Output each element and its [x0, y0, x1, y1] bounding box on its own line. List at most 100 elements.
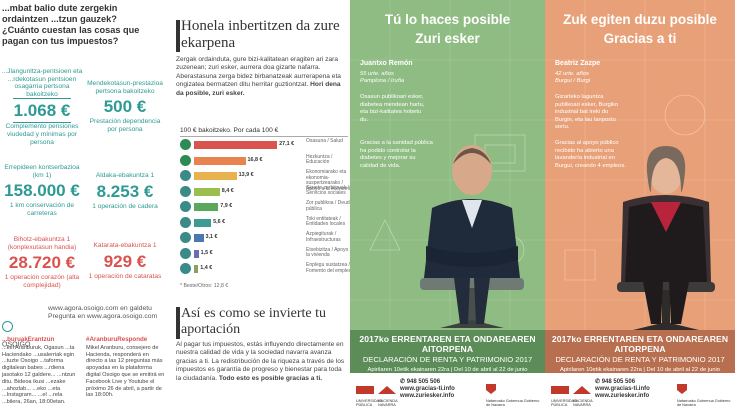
heading-accent: [176, 20, 180, 52]
budget-chart: 27,1 € Osasuna / Salud 16,8 € Hezkuntza / E…: [170, 138, 353, 280]
hacienda-logo-icon: [378, 386, 396, 394]
category-icon: [180, 232, 191, 243]
hacienda-logo: HACIENDA NAVARRA: [378, 381, 398, 407]
category-label: Osasuna / Salud: [306, 138, 343, 144]
campaign-es: DECLARACIÓN DE RENTA Y PATRIMONIO 2017: [362, 355, 533, 364]
osoigo-link-es[interactable]: Pregunta en www.agora.osoigo.com: [48, 313, 158, 320]
person-town: Burgui / Burgi: [555, 78, 591, 84]
logo-text: UNIVERSIDAD PÚBLICA: [356, 399, 382, 408]
chart-row: 8,4 € Gizarte zerbitzuak / Servicios soci…: [180, 185, 349, 197]
category-icon: [180, 216, 191, 228]
stat-label: Aldaka-ebakuntza 1: [95, 172, 155, 179]
category-icon: [180, 263, 191, 274]
person-meta: 42 urte. años Burgui / Burgi: [555, 71, 590, 85]
chart-row: 1,5 € Etxebizitza / Apoyo a la vivienda: [180, 247, 352, 259]
phone-number[interactable]: ✆ 948 505 506: [400, 379, 455, 386]
logo-text: Nafarroako Gobernua Gobierno de Navarra: [486, 399, 540, 408]
hacienda-logo: HACIENDA NAVARRA: [573, 381, 593, 407]
category-label: Etxebizitza / Apoyo a la vivienda: [306, 246, 353, 259]
chart-bar: [194, 203, 219, 211]
phone-icon: ✆: [400, 379, 407, 385]
website-link[interactable]: www.zuriesker.info: [595, 393, 650, 399]
category-label: Toki entitateak / Entidades locales: [306, 215, 346, 228]
hacienda-logo-icon: [573, 386, 591, 394]
tag-column-es: #AranburuResponde Mikel Aranburu, consej…: [86, 336, 166, 399]
chart-bar: [194, 265, 199, 273]
category-label: Ekonomiarako eta ekonomia-suspertzearako…: [306, 169, 353, 192]
chart-bar: [194, 187, 220, 196]
chart-rule: [180, 136, 348, 137]
osoigo-logo: OSOIGO: [2, 318, 42, 348]
stat-heart: Bihotz-ebakuntza 1 (konplexutasun handia…: [0, 236, 84, 289]
chart-row: 5,6 € Toki entitateak / Entidades locales: [180, 216, 348, 228]
bar-value-label: 13,9 €: [238, 172, 254, 178]
poster-beatriz: Zuk egiten duzu posible Gracias a ti Bea…: [545, 0, 735, 413]
intro-eu: Zergak ordainduta, gure bizi-kalitatean …: [176, 56, 346, 98]
stat-cataract: Katarata-ebakuntza 1 929 € 1 operación d…: [84, 242, 166, 280]
upna-logo: UNIVERSIDAD PÚBLICA: [356, 381, 382, 407]
logo-text: HACIENDA NAVARRA: [573, 399, 593, 408]
stat-sub: 1 operación de cadera: [92, 202, 158, 210]
stat-sub: Complemento pensiones viudedad y mínimas…: [5, 123, 79, 146]
navarra-shield-icon: [677, 384, 687, 394]
chart-note: * Beste/Otros: 12,8 €: [180, 283, 229, 289]
heading-es: Así es como se invierte tu aportación: [181, 306, 327, 337]
intro-eu-bold: Hori dena da posible, zuri esker.: [176, 81, 341, 97]
person-meta: 55 urte. años Pamplona / Iruña: [360, 71, 404, 85]
poster-title-es: Gracias a ti: [603, 31, 677, 46]
cost-panel: ...mbat balio dute zergekin ordaintzen .…: [0, 0, 168, 413]
upna-logo: UNIVERSIDAD PÚBLICA: [551, 381, 577, 407]
website-link[interactable]: www.zuriesker.info: [400, 393, 455, 399]
campaign-eu: 2017ko ERRENTAREN ETA ONDAREAREN AITORPE…: [551, 334, 729, 354]
logo-text: Nafarroako Gobernua Gobierno de Navarra: [677, 399, 731, 408]
question-eu: ...mbat balio dute zergekin ordaintzen .…: [2, 3, 118, 24]
chart-row: 13,9 € Ekonomiarako eta ekonomia-suspertz…: [180, 169, 353, 192]
body-es: Al pagar tus impuestos, estás influyendo…: [176, 341, 348, 383]
chart-row: 27,1 € Osasuna / Salud: [180, 138, 348, 150]
logo-text: UNIVERSIDAD PÚBLICA: [551, 399, 577, 408]
bar-value-label: 1,4 €: [200, 265, 213, 271]
heading-accent: [176, 307, 180, 339]
category-icon: [180, 170, 191, 181]
chart-row: 7,9 € Zor publikoa / Deuda pública: [180, 200, 352, 212]
stat-label: Katarata-ebakuntza 1: [93, 242, 157, 249]
category-icon: [180, 247, 191, 259]
chart-row: 1,4 € Enplegu sustatzea / Fomento del emp…: [180, 262, 352, 274]
category-icon: [180, 185, 191, 197]
story-es: Gracias al apoyo público recibido ha abi…: [555, 140, 626, 169]
intro-eu-text: Zergak ordainduta, gure bizi-kalitatean …: [176, 56, 341, 89]
bar-value-label: 5,6 €: [213, 218, 226, 225]
person-town: Pamplona / Iruña: [360, 78, 405, 84]
category-label: Enplegu sustatzea / Fomento del empleo: [306, 262, 352, 274]
phone-number[interactable]: ✆ 948 505 506: [595, 379, 650, 386]
category-icon: [180, 139, 191, 150]
campaign-banner: 2017ko ERRENTAREN ETA ONDAREAREN AITORPE…: [545, 330, 735, 373]
phone-value: 948 505 506: [601, 379, 636, 385]
category-label: Azpiegiturak / Infraestructuras: [306, 231, 341, 243]
person-name: Beatriz Zazpe: [555, 60, 601, 67]
body-es-text: Al pagar tus impuestos, estás influyendo…: [176, 341, 345, 382]
stat-divider: [12, 122, 72, 124]
stat-value: 500 €: [103, 97, 147, 117]
website-link[interactable]: www.gracias-ti.info: [400, 386, 455, 392]
person-age: 42 urte. años: [555, 71, 589, 77]
stat-label: Bihotz-ebakuntza 1 (konplexutasun handia…: [7, 236, 77, 251]
stat-value: 929 €: [103, 251, 147, 271]
phone-icon: ✆: [595, 379, 602, 385]
poster-title-eu: Zuri esker: [415, 31, 480, 46]
chart-bar: [194, 172, 237, 180]
campaign-dates: Apirilaren 10etik ekainaren 22ra | Del 1…: [559, 367, 721, 373]
story-es: Gracias a la sanidad pública ha podido c…: [360, 140, 433, 169]
cost-question: ...mbat balio dute zergekin ordaintzen .…: [2, 3, 164, 47]
bar-value-label: 27,1 €: [279, 141, 295, 147]
category-label: Gizarte zerbitzuak / Servicios sociales: [306, 184, 350, 197]
website-link[interactable]: www.gracias-ti.info: [595, 386, 650, 392]
osoigo-link-eu[interactable]: www.agora.osoigo.com en galdetu: [48, 305, 152, 312]
chart-bar: [194, 141, 278, 149]
navarra-logo: Nafarroako Gobernua Gobierno de Navarra: [486, 381, 541, 407]
stat-sub: 1 operación corazón (alta complejidad): [4, 274, 80, 289]
osoigo-links: www.agora.osoigo.com en galdetu Pregunta…: [2, 305, 157, 321]
stat-sub: Prestación dependencia por persona: [89, 118, 161, 133]
tag-column-eu: ...buruakErantzun ...kel Aranburuk, Ogas…: [2, 336, 82, 406]
man-photo: [420, 145, 524, 328]
